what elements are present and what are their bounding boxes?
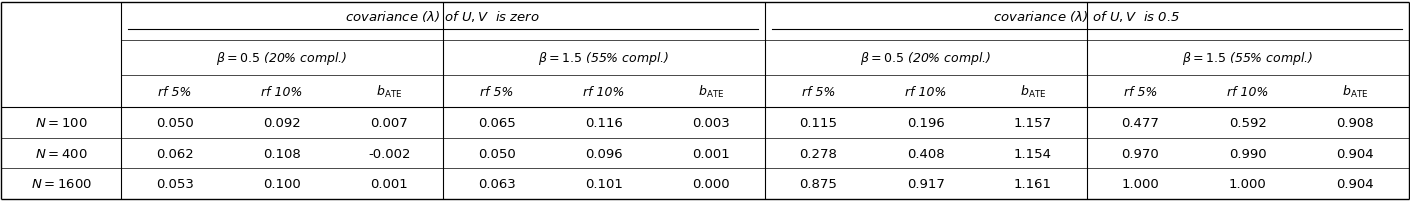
Text: 0.592: 0.592 xyxy=(1228,117,1266,129)
Text: rf 5%: rf 5% xyxy=(802,85,835,98)
Text: covariance ($\lambda$) of $U,V$  is 0.5: covariance ($\lambda$) of $U,V$ is 0.5 xyxy=(993,9,1180,24)
Text: b$_{\rm ATE}$: b$_{\rm ATE}$ xyxy=(1019,84,1046,100)
Text: 0.100: 0.100 xyxy=(264,177,300,190)
Text: rf 10%: rf 10% xyxy=(1227,85,1269,98)
Text: 0.050: 0.050 xyxy=(478,147,516,160)
Text: 0.003: 0.003 xyxy=(692,117,730,129)
Text: 0.007: 0.007 xyxy=(371,117,407,129)
Text: 0.001: 0.001 xyxy=(371,177,407,190)
Text: 0.904: 0.904 xyxy=(1337,147,1373,160)
Text: 1.157: 1.157 xyxy=(1014,117,1052,129)
Text: rf 5%: rf 5% xyxy=(479,85,513,98)
Text: 0.477: 0.477 xyxy=(1121,117,1159,129)
Text: b$_{\rm ATE}$: b$_{\rm ATE}$ xyxy=(1342,84,1368,100)
Text: 0.001: 0.001 xyxy=(692,147,730,160)
Text: $\beta = 0.5$ (20% compl.): $\beta = 0.5$ (20% compl.) xyxy=(860,50,991,67)
Text: 0.196: 0.196 xyxy=(907,117,945,129)
Text: -0.002: -0.002 xyxy=(368,147,410,160)
Text: b$_{\rm ATE}$: b$_{\rm ATE}$ xyxy=(698,84,725,100)
Text: 0.875: 0.875 xyxy=(799,177,838,190)
Text: 1.154: 1.154 xyxy=(1014,147,1052,160)
Text: b$_{\rm ATE}$: b$_{\rm ATE}$ xyxy=(376,84,402,100)
Text: 0.063: 0.063 xyxy=(478,177,516,190)
Text: 0.970: 0.970 xyxy=(1121,147,1159,160)
Text: 0.278: 0.278 xyxy=(799,147,838,160)
Text: rf 10%: rf 10% xyxy=(584,85,625,98)
Text: 0.108: 0.108 xyxy=(264,147,300,160)
Text: $N=100$: $N=100$ xyxy=(35,117,87,129)
Text: $N=1600$: $N=1600$ xyxy=(31,177,92,190)
Text: $\beta = 1.5$ (55% compl.): $\beta = 1.5$ (55% compl.) xyxy=(1182,50,1313,67)
Text: 0.050: 0.050 xyxy=(155,117,193,129)
Text: 0.408: 0.408 xyxy=(907,147,945,160)
Text: rf 10%: rf 10% xyxy=(905,85,946,98)
Text: $\beta = 1.5$ (55% compl.): $\beta = 1.5$ (55% compl.) xyxy=(539,50,670,67)
Text: 0.917: 0.917 xyxy=(907,177,945,190)
Text: 0.908: 0.908 xyxy=(1337,117,1373,129)
Text: covariance ($\lambda$) of $U,V$  is zero: covariance ($\lambda$) of $U,V$ is zero xyxy=(345,9,540,24)
Text: 0.062: 0.062 xyxy=(155,147,193,160)
Text: 1.000: 1.000 xyxy=(1121,177,1159,190)
Text: $N=400$: $N=400$ xyxy=(35,147,87,160)
Text: rf 10%: rf 10% xyxy=(261,85,303,98)
Text: 0.092: 0.092 xyxy=(264,117,300,129)
Text: 0.990: 0.990 xyxy=(1230,147,1266,160)
Text: $\beta = 0.5$ (20% compl.): $\beta = 0.5$ (20% compl.) xyxy=(216,50,348,67)
Text: 0.904: 0.904 xyxy=(1337,177,1373,190)
Text: rf 5%: rf 5% xyxy=(158,85,192,98)
Text: 0.053: 0.053 xyxy=(155,177,193,190)
Text: 0.096: 0.096 xyxy=(585,147,623,160)
Text: 0.000: 0.000 xyxy=(692,177,730,190)
Text: rf 5%: rf 5% xyxy=(1124,85,1158,98)
Text: 0.065: 0.065 xyxy=(478,117,516,129)
Text: 1.161: 1.161 xyxy=(1014,177,1052,190)
Text: 0.101: 0.101 xyxy=(585,177,623,190)
Text: 0.115: 0.115 xyxy=(799,117,838,129)
Text: 1.000: 1.000 xyxy=(1228,177,1266,190)
Text: 0.116: 0.116 xyxy=(585,117,623,129)
